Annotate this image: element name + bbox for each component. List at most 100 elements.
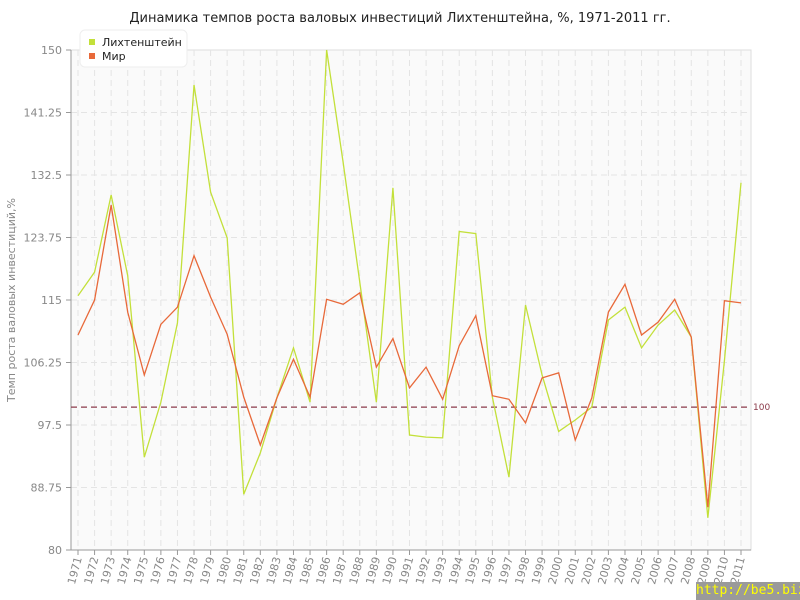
data-point: [640, 334, 642, 336]
series-group: [77, 49, 742, 519]
data-point: [557, 430, 559, 432]
data-point: [491, 395, 493, 397]
data-point: [707, 517, 709, 519]
data-point: [193, 255, 195, 257]
data-point: [143, 374, 145, 376]
data-point: [524, 304, 526, 306]
legend-box: [79, 29, 188, 68]
data-point: [259, 452, 261, 454]
y-tick-label: 88.75: [31, 482, 63, 495]
data-point: [408, 387, 410, 389]
y-tick-label: 106.25: [24, 357, 63, 370]
data-point: [176, 306, 178, 308]
data-point: [127, 275, 129, 277]
data-point: [475, 232, 477, 234]
data-point: [607, 311, 609, 313]
data-point: [408, 434, 410, 436]
data-point: [475, 315, 477, 317]
data-point: [243, 493, 245, 495]
grid: [71, 50, 751, 550]
data-point: [325, 49, 327, 51]
data-point: [176, 322, 178, 324]
data-point: [392, 337, 394, 339]
series-line-liechtenstein: [77, 49, 742, 518]
reference-line-label: 100: [753, 403, 770, 413]
data-point: [276, 397, 278, 399]
data-point: [508, 476, 510, 478]
data-point: [209, 296, 211, 298]
data-point: [458, 345, 460, 347]
data-point: [574, 419, 576, 421]
data-point: [243, 396, 245, 398]
legend-swatch-world: [89, 53, 95, 59]
data-point: [160, 401, 162, 403]
data-point: [93, 299, 95, 301]
data-point: [292, 347, 294, 349]
legend-swatch-liechtenstein: [89, 39, 95, 45]
data-point: [541, 377, 543, 379]
data-point: [591, 406, 593, 408]
data-point: [657, 324, 659, 326]
data-point: [110, 204, 112, 206]
data-point: [674, 309, 676, 311]
reference-line: 100: [71, 403, 770, 413]
data-point: [375, 401, 377, 403]
data-point: [541, 374, 543, 376]
data-point: [624, 283, 626, 285]
data-point: [458, 230, 460, 232]
series-line-world: [77, 204, 742, 508]
data-point: [508, 398, 510, 400]
y-tick-label: 80: [48, 544, 62, 557]
data-point: [375, 366, 377, 368]
data-point: [77, 334, 79, 336]
data-point: [309, 401, 311, 403]
data-point: [359, 281, 361, 283]
y-tick-label: 132.5: [31, 169, 63, 182]
y-axis: 80 88.75 97.5 106.25 115 123.75 132.5 141.25 150: [24, 44, 71, 557]
legend-label-liechtenstein[interactable]: Лихтенштейн: [102, 36, 182, 49]
legend[interactable]: Лихтенштейн Мир: [79, 29, 188, 68]
data-point: [93, 271, 95, 273]
data-point: [342, 303, 344, 305]
y-tick-label: 141.25: [24, 107, 63, 120]
y-tick-label: 97.5: [38, 419, 63, 432]
data-point: [143, 456, 145, 458]
data-point: [524, 422, 526, 424]
data-point: [640, 347, 642, 349]
data-point: [674, 298, 676, 300]
data-point: [740, 302, 742, 304]
y-tick-label: 123.75: [24, 232, 63, 245]
data-point: [226, 333, 228, 335]
chart-title: Динамика темпов роста валовых инвестиций…: [129, 11, 670, 26]
data-point: [292, 358, 294, 360]
data-point: [392, 187, 394, 189]
data-point: [259, 444, 261, 446]
x-axis: 1971197219731974197519761977197819791980…: [65, 550, 748, 586]
data-point: [657, 321, 659, 323]
data-point: [226, 237, 228, 239]
watermark[interactable]: http://be5.biz/: [696, 582, 800, 600]
data-point: [425, 436, 427, 438]
data-point: [723, 300, 725, 302]
data-point: [441, 437, 443, 439]
data-point: [77, 295, 79, 297]
data-point: [160, 323, 162, 325]
legend-label-world[interactable]: Мир: [102, 50, 126, 63]
data-point: [574, 439, 576, 441]
data-point: [325, 298, 327, 300]
data-point: [425, 366, 427, 368]
data-point: [557, 372, 559, 374]
data-point: [209, 191, 211, 193]
data-point: [707, 506, 709, 508]
data-point: [740, 182, 742, 184]
data-point: [359, 292, 361, 294]
data-point: [690, 336, 692, 338]
data-point: [342, 162, 344, 164]
data-point: [591, 397, 593, 399]
data-point: [110, 194, 112, 196]
data-point: [127, 311, 129, 313]
data-point: [309, 396, 311, 398]
data-point: [441, 398, 443, 400]
data-point: [723, 360, 725, 362]
